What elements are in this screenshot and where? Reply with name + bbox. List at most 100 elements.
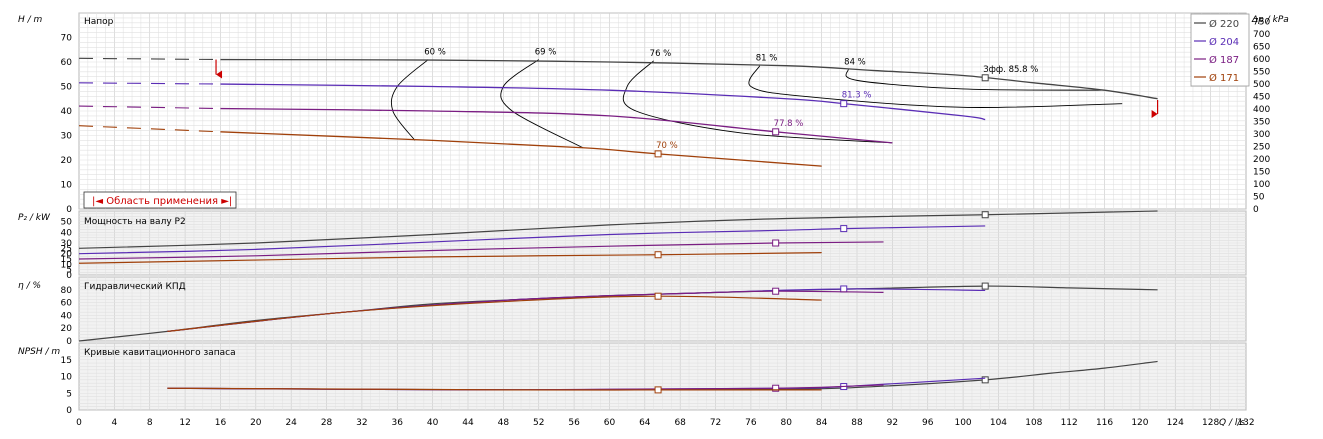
bep-marker-head-d204 — [840, 100, 848, 108]
application-range-frame — [83, 191, 237, 209]
x-tick-label: 96 — [922, 418, 934, 428]
y-tick-label-power: 15 — [61, 255, 72, 265]
x-tick-label: 64 — [639, 418, 651, 428]
x-tick-label: 36 — [392, 418, 404, 428]
x-tick-label: 88 — [851, 418, 863, 428]
y-tick-label-power: 50 — [61, 218, 73, 228]
x-tick-label: 8 — [147, 418, 153, 428]
x-tick-label: 132 — [1237, 418, 1254, 428]
bep-label-d171: 70 % — [656, 141, 678, 151]
legend-item-d204[interactable]: Ø 204 — [1209, 36, 1239, 48]
iso-efficiency-label: 81 % — [756, 54, 778, 64]
bep-marker-power-d187 — [772, 239, 780, 247]
y-tick-label-power: 30 — [61, 239, 73, 249]
bep-marker-head-d220 — [981, 74, 989, 82]
bep-marker-npsh-d187 — [772, 384, 780, 392]
pressure-tick-label: 750 — [1253, 18, 1270, 28]
x-tick-label: 4 — [111, 418, 117, 428]
x-tick-label: 12 — [179, 418, 190, 428]
iso-efficiency-line — [622, 60, 893, 144]
pressure-tick-label: 600 — [1253, 55, 1270, 65]
panel-title-power: Мощность на валу P2 — [84, 217, 186, 227]
x-tick-label: 48 — [498, 418, 510, 428]
range-right-arrow-icon — [1151, 109, 1158, 118]
range-left-arrow-icon — [216, 70, 223, 79]
x-tick-label: 72 — [710, 418, 721, 428]
x-tick-label: 108 — [1025, 418, 1042, 428]
pressure-tick-label: 250 — [1253, 143, 1270, 153]
pressure-tick-label: 150 — [1253, 168, 1270, 178]
x-tick-label: 80 — [781, 418, 793, 428]
x-tick-label: 0 — [76, 418, 82, 428]
legend-item-d171[interactable]: Ø 171 — [1209, 72, 1239, 84]
bep-label-d204: 81.3 % — [842, 91, 872, 101]
y-tick-label-eff: 20 — [61, 324, 73, 334]
x-tick-label: 52 — [533, 418, 544, 428]
bep-marker-head-d171 — [654, 150, 662, 158]
y-tick-label-npsh: 10 — [61, 373, 73, 383]
legend-item-d220[interactable]: Ø 220 — [1209, 18, 1239, 30]
panel-title-efficiency: Гидравлический КПД — [84, 282, 186, 292]
bep-marker-npsh-d220 — [981, 376, 989, 384]
iso-efficiency-label: 84 % — [844, 57, 866, 67]
application-range-box[interactable]: |◄ Область применения ►| — [83, 191, 237, 209]
iso-efficiency-line — [845, 68, 1105, 91]
y-tick-label-head: 10 — [61, 181, 73, 191]
y-tick-label-power: 25 — [61, 244, 72, 254]
x-tick-label: 76 — [745, 418, 757, 428]
x-tick-label: 124 — [1167, 418, 1184, 428]
curves — [78, 57, 1159, 394]
eff-curve-d171 — [167, 295, 822, 332]
iso-efficiency-line — [390, 59, 429, 141]
y-tick-label-head: 30 — [61, 132, 73, 142]
head-curve-d220 — [220, 58, 1158, 100]
head-curve-d187 — [220, 107, 893, 144]
x-tick-label: 56 — [568, 418, 580, 428]
y-tick-label-head: 60 — [61, 58, 73, 68]
y-tick-label-power: 40 — [61, 228, 73, 238]
y-tick-label-eff: 40 — [61, 311, 73, 321]
bep-label-d187: 77.8 % — [774, 119, 804, 129]
pressure-tick-label: 50 — [1253, 193, 1265, 203]
x-tick-label: 68 — [674, 418, 686, 428]
bep-label-d220: Зфф. 85.8 % — [983, 65, 1038, 75]
y-tick-label-head: 20 — [61, 156, 73, 166]
x-tick-label: 28 — [321, 418, 333, 428]
y-tick-label-eff: 0 — [66, 337, 72, 347]
efficiency-axis-label: η / % — [18, 281, 41, 291]
pressure-tick-label: 100 — [1253, 180, 1270, 190]
bep-marker-eff-d171 — [654, 292, 662, 300]
x-tick-label: 92 — [887, 418, 898, 428]
head-curve-d204 — [220, 83, 986, 121]
x-tick-label: 44 — [462, 418, 474, 428]
x-tick-label: 112 — [1061, 418, 1078, 428]
y-tick-label-head: 40 — [61, 107, 73, 117]
y-tick-label-power: 10 — [61, 260, 73, 270]
x-tick-label: 120 — [1131, 418, 1148, 428]
iso-efficiency-label: 60 % — [424, 48, 446, 58]
legend-box — [1190, 13, 1250, 87]
bep-marker-head-d187 — [772, 128, 780, 136]
y-tick-label-head: 0 — [66, 205, 72, 215]
npsh-curve-d171 — [167, 387, 822, 391]
x-tick-label: 24 — [285, 418, 297, 428]
y-tick-label-eff: 80 — [61, 286, 73, 296]
panel-title-npsh: Кривые кавитационного запаса — [84, 348, 236, 358]
y-tick-label-head: 50 — [61, 83, 73, 93]
x-tick-label: 16 — [215, 418, 227, 428]
y-tick-label-npsh: 0 — [66, 406, 72, 416]
x-tick-label: 128 — [1202, 418, 1219, 428]
x-tick-label: 60 — [604, 418, 616, 428]
grid — [78, 12, 1247, 411]
axes: 0 4 8 12 16 20 24 28 32 36 40 44 48 52 56 60 64 68 72 76 80 8… — [61, 18, 1271, 428]
x-tick-label: 84 — [816, 418, 828, 428]
labels: 60 % 69 % 76 % 81 % 84 % Зфф. 85.8 % 81.3 % 77.… — [424, 48, 1038, 151]
power-axis-label: P₂ / kW — [18, 213, 51, 223]
pressure-tick-label: 700 — [1253, 30, 1270, 40]
pressure-axis-label: Δp / kPa — [1251, 15, 1289, 25]
x-tick-label: 20 — [250, 418, 262, 428]
bep-marker-eff-d187 — [772, 287, 780, 295]
legend-item-d187[interactable]: Ø 187 — [1209, 54, 1239, 66]
y-tick-label-power: 20 — [61, 250, 73, 260]
